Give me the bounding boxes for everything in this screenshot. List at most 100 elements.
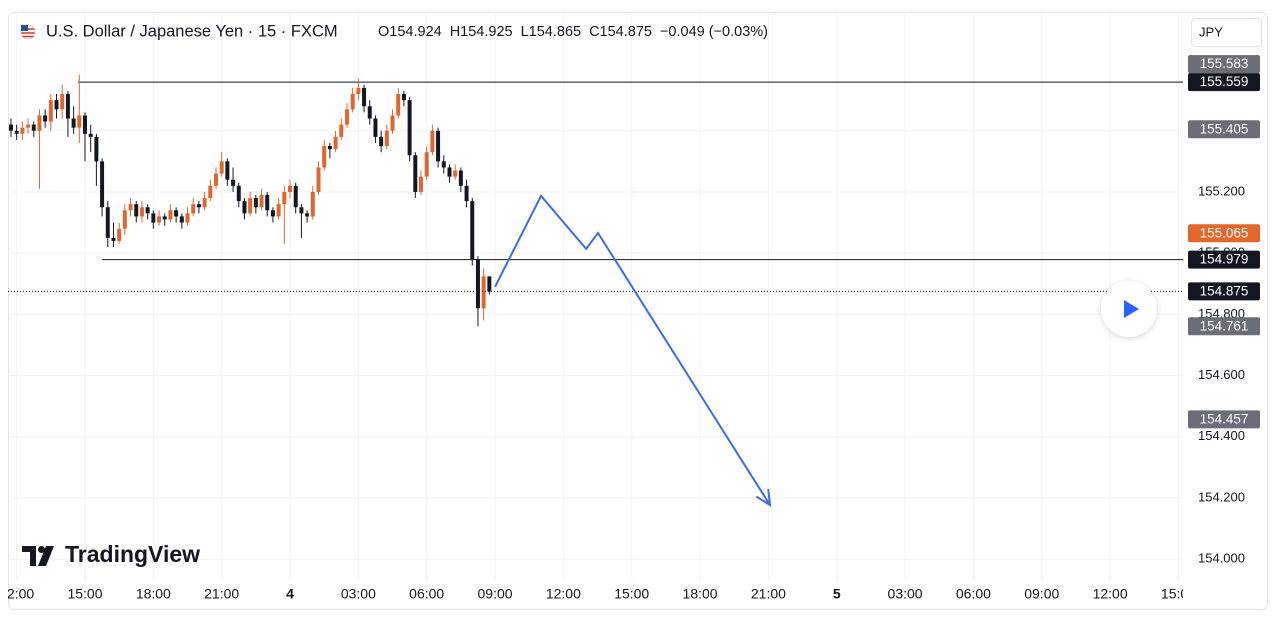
- candle-body: [299, 207, 304, 214]
- candle-body: [151, 213, 156, 223]
- currency-label[interactable]: JPY: [1199, 24, 1223, 39]
- x-tick-label: 09:00: [1024, 586, 1059, 602]
- candle-body: [282, 191, 287, 205]
- candle-body: [60, 94, 65, 110]
- candle-body: [339, 124, 344, 137]
- candle-body: [344, 109, 349, 125]
- x-tick-label: 18:00: [683, 586, 718, 602]
- legend-item: L154.865: [521, 24, 581, 40]
- candle-body: [390, 115, 395, 131]
- price-label: 154.875: [1200, 283, 1249, 298]
- x-tick-label: 4: [286, 586, 294, 602]
- candle-body: [441, 161, 446, 168]
- candle-body: [225, 161, 230, 180]
- x-tick-label: 21:00: [204, 586, 239, 602]
- price-label-bg: [1188, 55, 1260, 74]
- candle-body: [419, 176, 423, 192]
- candle-body: [71, 118, 76, 128]
- candle-body: [134, 204, 139, 217]
- candle-body: [305, 213, 310, 217]
- y-tick-label: 155.200: [1198, 183, 1245, 198]
- legend-item: H154.925: [450, 24, 513, 40]
- candle-body: [453, 170, 458, 177]
- candle-body: [447, 167, 452, 177]
- price-label-bg: [1188, 73, 1260, 92]
- watermark: TradingView: [65, 541, 200, 567]
- x-tick-label: 5: [833, 586, 841, 602]
- candle-body: [168, 210, 173, 220]
- candle-body: [111, 237, 116, 241]
- candle-body: [14, 130, 19, 134]
- x-tick-label: 15:00: [67, 586, 102, 602]
- candle-body: [487, 276, 492, 292]
- legend-item: −0.049 (−0.03%): [660, 24, 768, 40]
- candle-body: [424, 152, 429, 177]
- price-label-bg: [1188, 282, 1260, 301]
- candle-body: [145, 207, 150, 214]
- candle-body: [139, 207, 144, 217]
- currency-button[interactable]: [1191, 18, 1262, 47]
- x-tick-label: 18:00: [136, 586, 171, 602]
- x-tick-label: 06:00: [956, 586, 991, 602]
- candle-body: [105, 207, 110, 238]
- price-label-bg: [1188, 224, 1260, 243]
- candle-body: [458, 170, 463, 186]
- price-label: 155.583: [1200, 56, 1249, 71]
- candle-body: [270, 210, 275, 217]
- candle-body: [379, 136, 384, 147]
- candle-body: [65, 94, 70, 119]
- x-tick-label: 03:00: [888, 586, 923, 602]
- candle-body: [179, 216, 184, 223]
- candle-body: [242, 201, 247, 214]
- candle-body: [276, 204, 281, 217]
- tradingview-logo: [22, 546, 54, 566]
- y-tick-label: 154.800: [1198, 306, 1245, 321]
- candle-body: [31, 124, 36, 131]
- candle-body: [37, 115, 42, 131]
- candle-body: [327, 146, 332, 150]
- price-label: 155.559: [1200, 74, 1249, 89]
- candle-body: [26, 124, 31, 128]
- candle-body: [407, 100, 412, 156]
- candle-body: [174, 210, 179, 217]
- price-label: 154.457: [1200, 411, 1249, 426]
- candle-body: [122, 210, 127, 229]
- y-tick-label: 154.400: [1198, 428, 1245, 443]
- replay-button[interactable]: [1101, 281, 1157, 337]
- candle-body: [350, 94, 355, 110]
- legend-item: O154.924: [378, 24, 442, 40]
- x-tick-label: 15:00: [1161, 586, 1196, 602]
- candle-body: [333, 136, 338, 150]
- candle-body: [94, 136, 99, 162]
- chart-title: U.S. Dollar / Japanese Yen · 15 · FXCM: [46, 22, 338, 40]
- price-label-bg: [1188, 410, 1260, 429]
- candle-body: [310, 191, 315, 217]
- candle-body: [236, 185, 241, 202]
- x-tick-label: 15:00: [614, 586, 649, 602]
- candle-body: [202, 198, 207, 208]
- price-labels: 155.559 154.979 154.875 155.065 155.583 155.4…: [1188, 55, 1260, 429]
- price-label: 155.405: [1200, 121, 1249, 136]
- price-label: 155.065: [1200, 225, 1249, 240]
- ohlc-legend: O154.924 H154.925 L154.865 C154.875 −0.049 (…: [378, 24, 768, 40]
- candle-body: [373, 118, 378, 137]
- candle-body: [362, 87, 367, 107]
- candle-body: [356, 87, 361, 95]
- candle-body: [117, 228, 122, 241]
- candle-body: [481, 276, 486, 309]
- candle-body: [401, 94, 406, 101]
- candle-body: [191, 204, 196, 214]
- candle-body: [322, 146, 327, 168]
- candle-body: [54, 100, 59, 110]
- y-tick-label: 154.600: [1198, 367, 1245, 382]
- x-tick-label: 12:00: [0, 586, 34, 602]
- candle-body: [430, 130, 435, 153]
- candle-body: [464, 185, 469, 202]
- projection-arrowhead: [755, 489, 772, 507]
- candle-body: [470, 201, 475, 260]
- x-tick-label: 12:00: [546, 586, 581, 602]
- candle-body: [231, 179, 236, 186]
- price-label-bg: [1188, 120, 1260, 139]
- x-tick-label: 03:00: [341, 586, 376, 602]
